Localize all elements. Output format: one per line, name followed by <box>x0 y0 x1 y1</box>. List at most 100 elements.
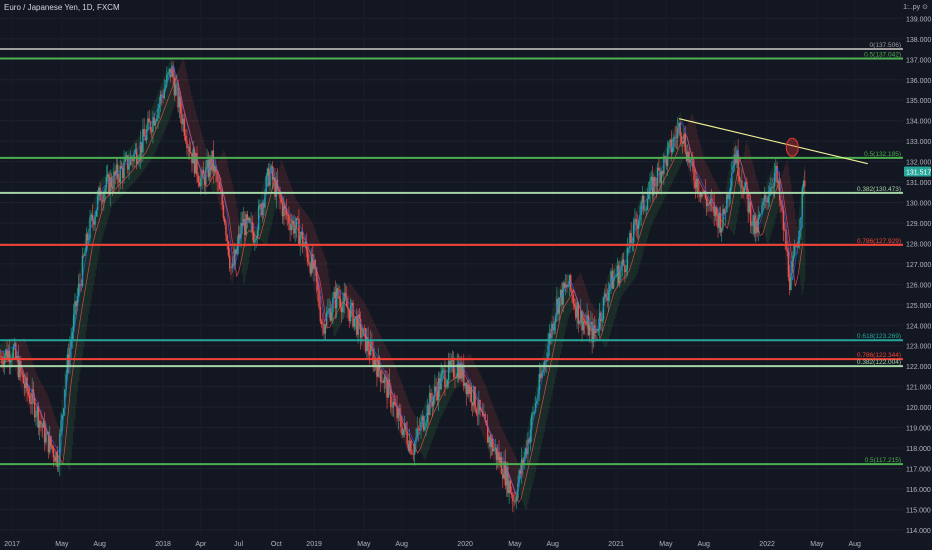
candle-body <box>381 381 383 383</box>
candle-body <box>422 416 425 430</box>
candle-body <box>682 140 684 144</box>
candle-body <box>710 198 713 202</box>
candle-body <box>186 140 188 148</box>
cloud-band <box>191 95 193 167</box>
y-tick-label: 117.000 <box>906 466 931 473</box>
candle-body <box>62 408 65 416</box>
candle-body <box>33 397 36 418</box>
candle-body <box>159 94 162 104</box>
cloud-band <box>200 130 202 193</box>
cloud-band <box>470 355 472 406</box>
cloud-band <box>791 191 793 285</box>
cloud-band <box>247 216 250 264</box>
candle-body <box>756 221 758 233</box>
cloud-band <box>542 355 544 438</box>
x-tick-label: Aug <box>546 541 559 548</box>
candle-body <box>631 242 634 243</box>
y-tick-label: 123.000 <box>906 344 931 351</box>
cloud-band <box>440 368 442 418</box>
cloud-band <box>765 186 767 238</box>
candle-body <box>755 221 757 234</box>
candle-body <box>787 251 790 277</box>
y-tick-label: 115.000 <box>906 507 931 514</box>
candle-body <box>534 403 537 412</box>
y-tick-label: 118.000 <box>906 446 931 453</box>
cloud-band <box>144 123 146 169</box>
candle-body <box>401 426 403 436</box>
candle-body <box>500 457 503 474</box>
cloud-band <box>182 57 184 134</box>
candle-body <box>610 271 612 285</box>
candle-body <box>473 386 475 406</box>
x-tick-label: Aug <box>848 541 861 548</box>
cloud-band <box>650 176 652 226</box>
candle-body <box>249 218 251 223</box>
candle-body <box>192 148 194 164</box>
cloud-band <box>673 128 675 180</box>
cloud-band <box>489 397 491 454</box>
candle-body <box>221 191 223 205</box>
candle-body <box>25 377 27 389</box>
candle-body <box>197 175 199 182</box>
cloud-band <box>510 448 513 505</box>
cloud-band <box>283 165 285 223</box>
cloud-band <box>790 183 792 294</box>
candle-body <box>510 492 513 495</box>
candle-body <box>42 420 45 428</box>
candle-body <box>106 174 109 177</box>
candle-body <box>621 259 624 267</box>
cloud-band <box>524 438 526 510</box>
candle-body <box>513 501 515 502</box>
candle-body <box>468 384 470 394</box>
candle-body <box>405 423 407 432</box>
candle-body <box>333 291 335 298</box>
cloud-band <box>280 160 282 217</box>
candle-body <box>195 153 197 174</box>
candle-body <box>573 303 576 307</box>
fib-level-label: 0.5(137.042) <box>864 51 901 58</box>
cloud-band <box>748 149 750 222</box>
cloud-band <box>197 120 199 185</box>
cloud-band <box>733 140 735 235</box>
candle-body <box>122 167 124 179</box>
candle-body <box>622 259 625 266</box>
candle-body <box>786 249 788 252</box>
candle-body <box>236 243 238 254</box>
candle-body <box>312 253 314 270</box>
cloud-band <box>783 167 786 250</box>
cloud-band <box>412 412 415 459</box>
candle-body <box>314 260 316 268</box>
candle-body <box>8 350 11 363</box>
x-tick-label: 2020 <box>457 541 473 548</box>
cloud-band <box>64 372 66 462</box>
y-tick-label: 131.000 <box>906 180 931 187</box>
cloud-band <box>476 368 479 421</box>
cloud-band <box>531 409 533 489</box>
x-tick-label: Jul <box>234 541 243 548</box>
candle-body <box>223 218 226 224</box>
cloud-band <box>51 408 53 461</box>
x-tick-label: Oct <box>271 541 282 548</box>
cloud-band <box>260 193 262 242</box>
cloud-band <box>104 175 106 230</box>
candle-body <box>617 265 620 284</box>
candle-body <box>119 166 121 183</box>
candle-body <box>396 405 398 419</box>
candle-body <box>568 275 571 286</box>
candle-body <box>318 290 320 307</box>
candle-body <box>182 118 184 125</box>
candle-body <box>135 149 138 164</box>
candle-body <box>679 123 681 137</box>
y-tick-label: 128.000 <box>906 241 931 248</box>
cloud-band <box>767 178 769 244</box>
symbol-title[interactable]: Euro / Japanese Yen, 1D, FXCM <box>4 3 120 12</box>
currency-toggle[interactable]: 1:..py ⊙ <box>903 4 928 11</box>
candle-body <box>450 360 452 366</box>
candle-body <box>74 301 76 315</box>
candle-body <box>665 156 668 166</box>
candle-body <box>363 327 366 329</box>
candle-body <box>780 200 782 206</box>
candle-body <box>374 358 377 366</box>
